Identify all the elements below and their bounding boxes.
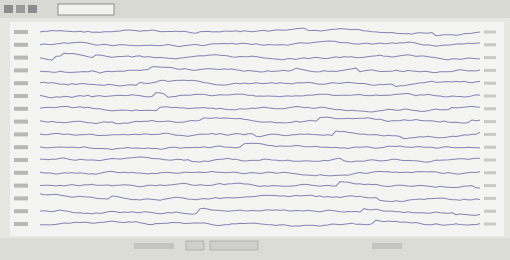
status-button[interactable]	[186, 241, 204, 250]
status-field	[372, 243, 402, 249]
channel-label	[14, 184, 28, 188]
status-button[interactable]	[210, 241, 258, 250]
page: (() => { const svg = document.getElement…	[0, 0, 510, 260]
channel-label	[14, 158, 28, 162]
channel-scale	[484, 171, 496, 174]
channel-scale	[484, 159, 496, 162]
status-field	[134, 243, 174, 249]
channel-scale	[484, 82, 496, 85]
channel-scale	[484, 197, 496, 200]
channel-label	[14, 68, 28, 72]
toolbar-button[interactable]	[28, 5, 37, 13]
channel-scale	[484, 146, 496, 149]
channel-scale	[484, 210, 496, 213]
eeg-screen	[0, 0, 510, 260]
channel-label	[14, 81, 28, 85]
channel-label	[14, 209, 28, 213]
channel-scale	[484, 223, 496, 226]
channel-scale	[484, 95, 496, 98]
plot-area	[10, 22, 504, 236]
channel-label	[14, 56, 28, 60]
channel-label	[14, 107, 28, 111]
channel-scale	[484, 69, 496, 72]
channel-label	[14, 94, 28, 98]
toolbar-button[interactable]	[4, 5, 13, 13]
channel-label	[14, 30, 28, 34]
channel-scale	[484, 43, 496, 46]
toolbar-field[interactable]	[58, 4, 114, 15]
channel-label	[14, 145, 28, 149]
channel-scale	[484, 120, 496, 123]
channel-label	[14, 171, 28, 175]
channel-scale	[484, 184, 496, 187]
channel-label	[14, 196, 28, 200]
channel-label	[14, 120, 28, 124]
channel-scale	[484, 31, 496, 34]
channel-scale	[484, 56, 496, 59]
channel-label	[14, 222, 28, 226]
toolbar-button[interactable]	[16, 5, 25, 13]
channel-scale	[484, 133, 496, 136]
channel-label	[14, 43, 28, 47]
channel-label	[14, 132, 28, 136]
channel-scale	[484, 107, 496, 110]
